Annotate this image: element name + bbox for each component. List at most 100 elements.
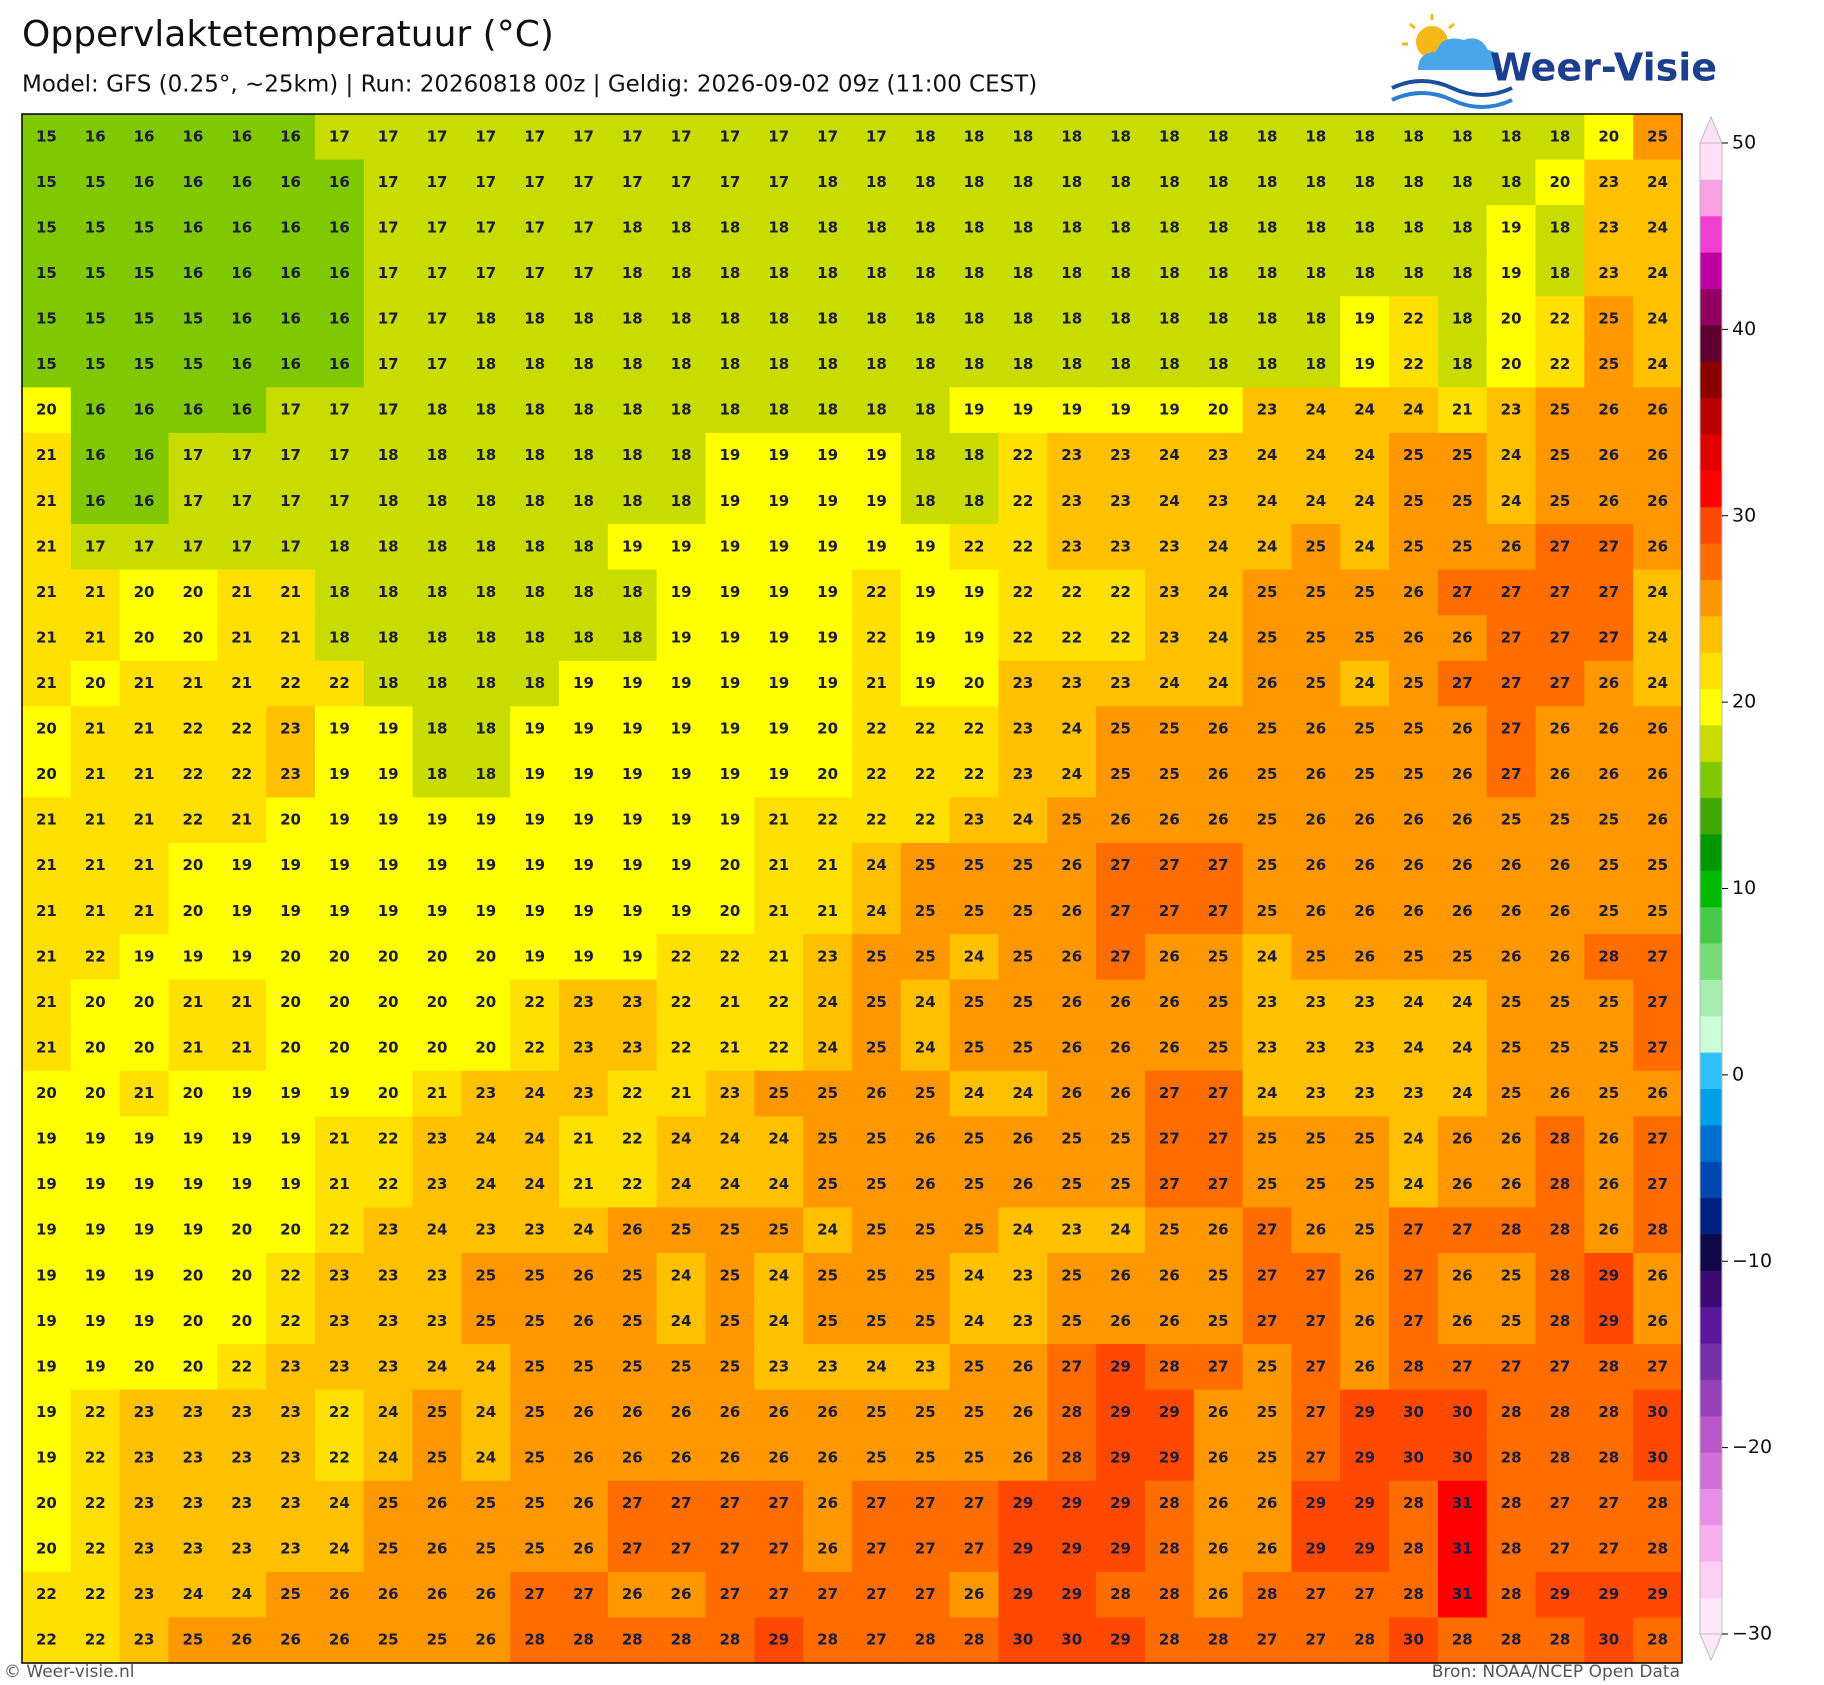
temperature-cell bbox=[852, 1571, 902, 1619]
colorbar-band bbox=[1700, 1561, 1722, 1599]
temperature-cell bbox=[1437, 797, 1488, 844]
temperature-cell bbox=[217, 1526, 267, 1573]
temperature-label: 25 bbox=[524, 1266, 545, 1284]
temperature-cell bbox=[266, 1161, 316, 1209]
temperature-label: 26 bbox=[622, 1448, 643, 1466]
temperature-cell bbox=[1096, 296, 1146, 343]
temperature-cell bbox=[607, 296, 658, 343]
temperature-cell bbox=[1047, 569, 1097, 616]
temperature-label: 22 bbox=[1012, 628, 1033, 646]
temperature-cell bbox=[559, 387, 609, 434]
temperature-cell bbox=[852, 660, 902, 707]
temperature-label: 16 bbox=[85, 401, 106, 419]
temperature-cell bbox=[900, 159, 951, 206]
temperature-cell bbox=[559, 1617, 609, 1664]
temperature-cell bbox=[266, 751, 316, 798]
temperature-label: 26 bbox=[671, 1403, 692, 1421]
temperature-cell bbox=[1096, 1252, 1146, 1300]
temperature-cell bbox=[168, 1526, 218, 1573]
temperature-label: 17 bbox=[85, 537, 106, 555]
temperature-label: 25 bbox=[1257, 811, 1278, 829]
temperature-label: 18 bbox=[573, 446, 594, 464]
temperature-cell bbox=[217, 1480, 267, 1527]
temperature-cell bbox=[705, 1298, 755, 1345]
temperature-cell bbox=[363, 706, 414, 753]
temperature-label: 28 bbox=[1110, 1585, 1131, 1603]
temperature-label: 20 bbox=[817, 765, 838, 783]
temperature-cell bbox=[1584, 660, 1634, 707]
temperature-label: 18 bbox=[1501, 127, 1522, 145]
temperature-label: 17 bbox=[427, 127, 448, 145]
temperature-label: 25 bbox=[915, 1403, 936, 1421]
temperature-cell bbox=[461, 1389, 511, 1436]
temperature-cell bbox=[1486, 478, 1537, 525]
temperature-label: 27 bbox=[1208, 1084, 1229, 1102]
colorbar-band bbox=[1700, 179, 1722, 217]
temperature-cell bbox=[1340, 979, 1390, 1026]
temperature-cell bbox=[656, 432, 707, 480]
temperature-label: 26 bbox=[915, 1130, 936, 1148]
temperature-cell bbox=[266, 1526, 316, 1573]
temperature-label: 24 bbox=[964, 1084, 985, 1102]
temperature-label: 19 bbox=[622, 765, 643, 783]
temperature-label: 23 bbox=[1110, 446, 1131, 464]
temperature-label: 25 bbox=[964, 1175, 985, 1193]
temperature-cell bbox=[949, 934, 1000, 981]
temperature-cell bbox=[900, 1389, 951, 1436]
temperature-cell bbox=[1144, 1252, 1195, 1300]
temperature-label: 18 bbox=[915, 264, 936, 282]
temperature-cell bbox=[1437, 524, 1488, 571]
temperature-label: 19 bbox=[329, 720, 350, 738]
temperature-label: 28 bbox=[1598, 947, 1619, 965]
temperature-label: 17 bbox=[231, 492, 252, 510]
temperature-label: 27 bbox=[1403, 1312, 1424, 1330]
temperature-label: 19 bbox=[36, 1312, 57, 1330]
temperature-cell bbox=[70, 1389, 121, 1436]
temperature-cell bbox=[656, 1526, 707, 1573]
temperature-cell bbox=[168, 615, 218, 662]
temperature-label: 20 bbox=[475, 947, 496, 965]
temperature-cell bbox=[1340, 432, 1390, 480]
temperature-cell bbox=[656, 1116, 707, 1163]
temperature-cell bbox=[1144, 979, 1195, 1026]
temperature-label: 22 bbox=[1110, 628, 1131, 646]
temperature-cell bbox=[1144, 432, 1195, 480]
temperature-cell bbox=[998, 615, 1048, 662]
temperature-label: 19 bbox=[964, 401, 985, 419]
temperature-label: 18 bbox=[475, 583, 496, 601]
temperature-label: 19 bbox=[671, 765, 692, 783]
temperature-label: 25 bbox=[1208, 947, 1229, 965]
temperature-cell bbox=[1047, 1252, 1097, 1300]
colorbar-band bbox=[1700, 724, 1722, 762]
temperature-cell bbox=[705, 888, 755, 935]
temperature-label: 23 bbox=[1354, 1084, 1375, 1102]
temperature-label: 26 bbox=[1598, 1221, 1619, 1239]
temperature-cell bbox=[1340, 478, 1390, 525]
temperature-cell bbox=[1193, 888, 1244, 935]
colorbar-band bbox=[1700, 906, 1722, 944]
temperature-cell bbox=[1144, 1298, 1195, 1345]
temperature-label: 28 bbox=[1550, 1631, 1571, 1649]
temperature-label: 26 bbox=[427, 1585, 448, 1603]
temperature-label: 29 bbox=[1061, 1585, 1082, 1603]
temperature-label: 22 bbox=[671, 947, 692, 965]
temperature-label: 19 bbox=[524, 765, 545, 783]
temperature-cell bbox=[1340, 205, 1390, 252]
temperature-cell bbox=[1535, 660, 1585, 707]
temperature-cell bbox=[1633, 1252, 1683, 1300]
temperature-cell bbox=[754, 1161, 804, 1209]
temperature-cell bbox=[656, 1571, 707, 1619]
temperature-label: 18 bbox=[768, 310, 789, 328]
temperature-label: 27 bbox=[1305, 1448, 1326, 1466]
temperature-cell bbox=[949, 706, 1000, 753]
temperature-cell bbox=[1437, 569, 1488, 616]
temperature-label: 23 bbox=[622, 993, 643, 1011]
temperature-label: 26 bbox=[1257, 674, 1278, 692]
temperature-label: 19 bbox=[768, 537, 789, 555]
temperature-cell bbox=[1389, 387, 1439, 434]
temperature-cell bbox=[461, 1116, 511, 1163]
temperature-label: 16 bbox=[280, 127, 301, 145]
temperature-label: 19 bbox=[573, 902, 594, 920]
temperature-cell bbox=[1389, 1252, 1439, 1300]
temperature-cell bbox=[119, 615, 170, 662]
